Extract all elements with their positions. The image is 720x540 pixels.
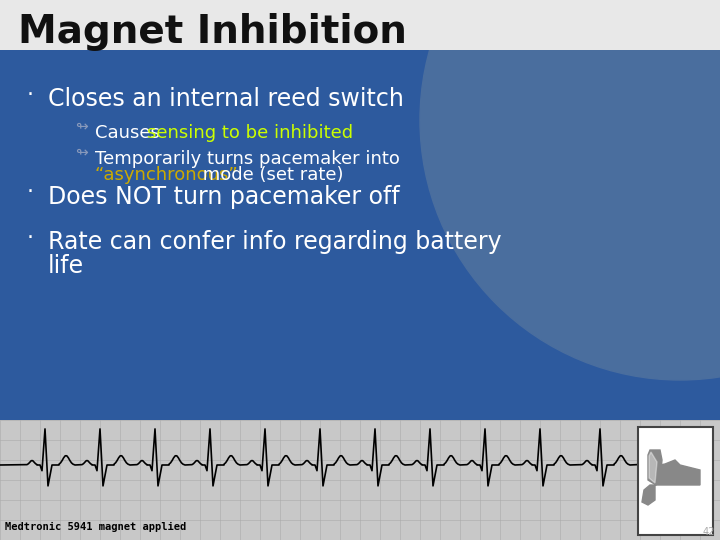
- Circle shape: [540, 0, 720, 240]
- Text: life: life: [48, 254, 84, 278]
- FancyBboxPatch shape: [0, 420, 720, 540]
- Text: Rate can confer info regarding battery: Rate can confer info regarding battery: [48, 230, 502, 254]
- Circle shape: [420, 0, 720, 380]
- FancyBboxPatch shape: [0, 0, 720, 50]
- Text: ·: ·: [27, 85, 34, 105]
- Text: ·: ·: [27, 228, 34, 248]
- Polygon shape: [649, 452, 657, 483]
- Text: mode (set rate): mode (set rate): [197, 166, 343, 184]
- Text: Temporarily turns pacemaker into: Temporarily turns pacemaker into: [95, 150, 400, 168]
- Text: 42: 42: [703, 527, 715, 537]
- Text: ↬: ↬: [75, 118, 88, 133]
- FancyBboxPatch shape: [638, 427, 713, 535]
- Text: Closes an internal reed switch: Closes an internal reed switch: [48, 87, 404, 111]
- Text: ·: ·: [27, 182, 34, 202]
- Text: Does NOT turn pacemaker off: Does NOT turn pacemaker off: [48, 185, 400, 209]
- Text: “asynchronous”: “asynchronous”: [95, 166, 239, 184]
- Text: Causes: Causes: [95, 124, 166, 142]
- Polygon shape: [648, 450, 662, 485]
- Text: Medtronic 5941 magnet applied: Medtronic 5941 magnet applied: [5, 522, 186, 532]
- Text: Magnet Inhibition: Magnet Inhibition: [18, 13, 407, 51]
- Polygon shape: [642, 460, 700, 505]
- Text: sensing to be inhibited: sensing to be inhibited: [147, 124, 353, 142]
- Text: ↬: ↬: [75, 144, 88, 159]
